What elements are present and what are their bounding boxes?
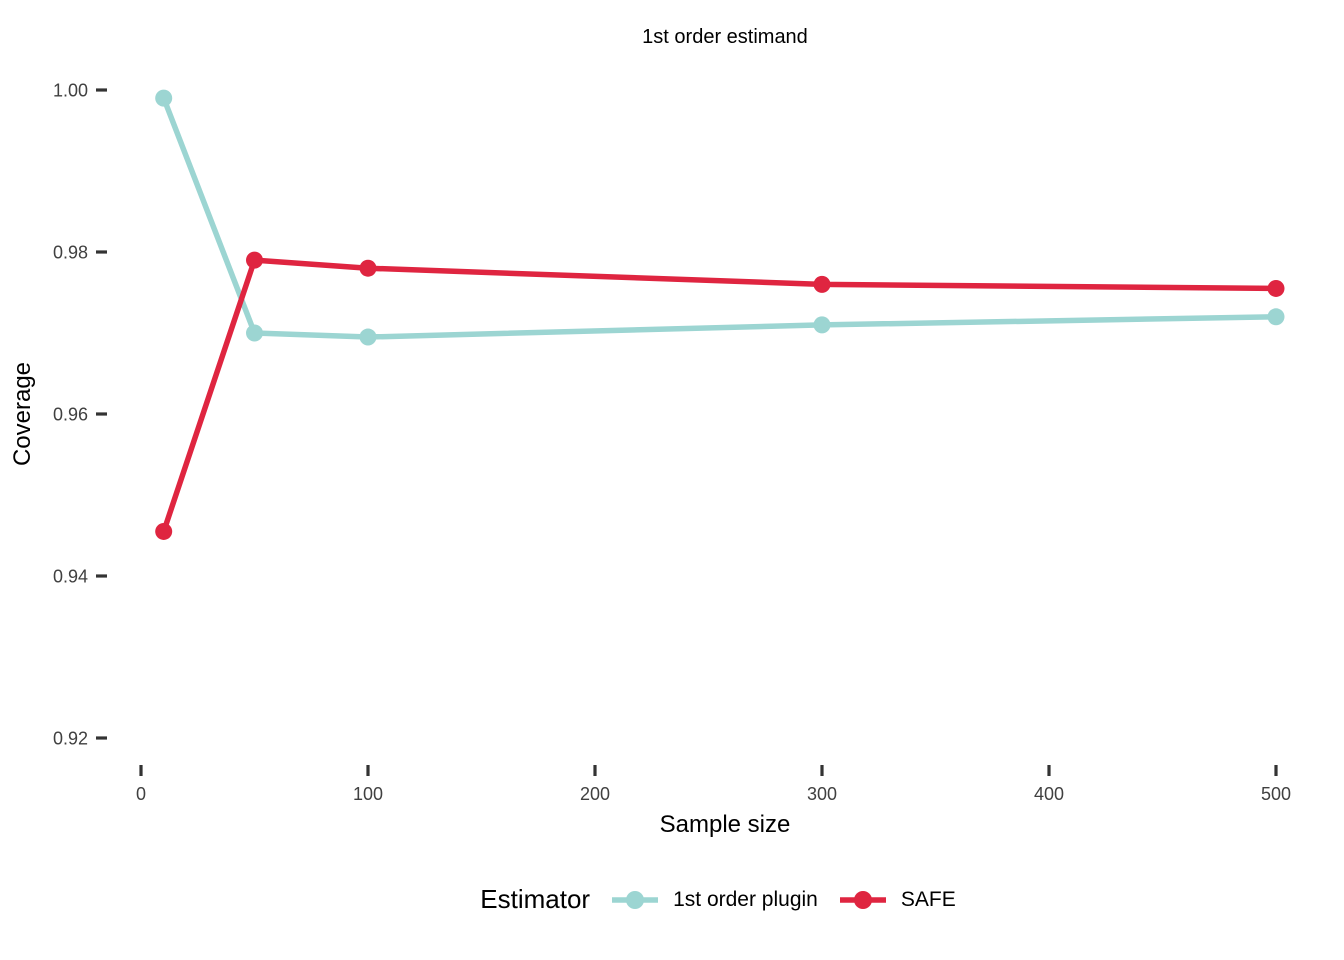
y-tick-label: 0.92	[53, 729, 88, 749]
legend-item: SAFE	[838, 886, 956, 914]
legend-item-label: SAFE	[900, 887, 956, 911]
x-tick-label: 200	[580, 784, 610, 804]
data-point	[813, 316, 831, 334]
legend: Estimator 1st order plugin SAFE	[0, 884, 1344, 915]
data-point	[813, 275, 831, 293]
data-point	[155, 89, 173, 107]
data-point	[1267, 308, 1285, 326]
data-point	[246, 251, 263, 269]
x-tick-label: 400	[1034, 784, 1064, 804]
legend-item-label: 1st order plugin	[673, 887, 818, 911]
legend-key-icon	[839, 890, 886, 909]
x-axis-title: Sample size	[659, 811, 791, 838]
series-line	[160, 95, 1279, 340]
x-tick-label: 500	[1261, 784, 1291, 804]
legend-key-point	[626, 890, 645, 909]
legend-key-icon	[612, 890, 659, 909]
x-tick-label: 300	[807, 784, 837, 804]
data-point	[359, 328, 377, 346]
data-point	[155, 522, 173, 540]
x-tick-label: 0	[136, 784, 146, 804]
data-point	[1267, 279, 1285, 297]
plot-title: 1st order estimand	[642, 26, 808, 48]
data-point	[359, 259, 377, 277]
legend-key-point	[853, 890, 872, 909]
y-tick-label: 0.96	[53, 405, 88, 425]
y-tick-label: 1.00	[53, 81, 88, 101]
y-tick-label: 0.98	[53, 243, 88, 263]
data-point	[246, 324, 263, 342]
series-line	[160, 257, 1279, 535]
legend-title: Estimator	[480, 884, 591, 914]
y-tick-label: 0.94	[53, 567, 88, 587]
x-tick-label: 100	[353, 784, 383, 804]
legend-item: 1st order plugin	[610, 886, 818, 914]
